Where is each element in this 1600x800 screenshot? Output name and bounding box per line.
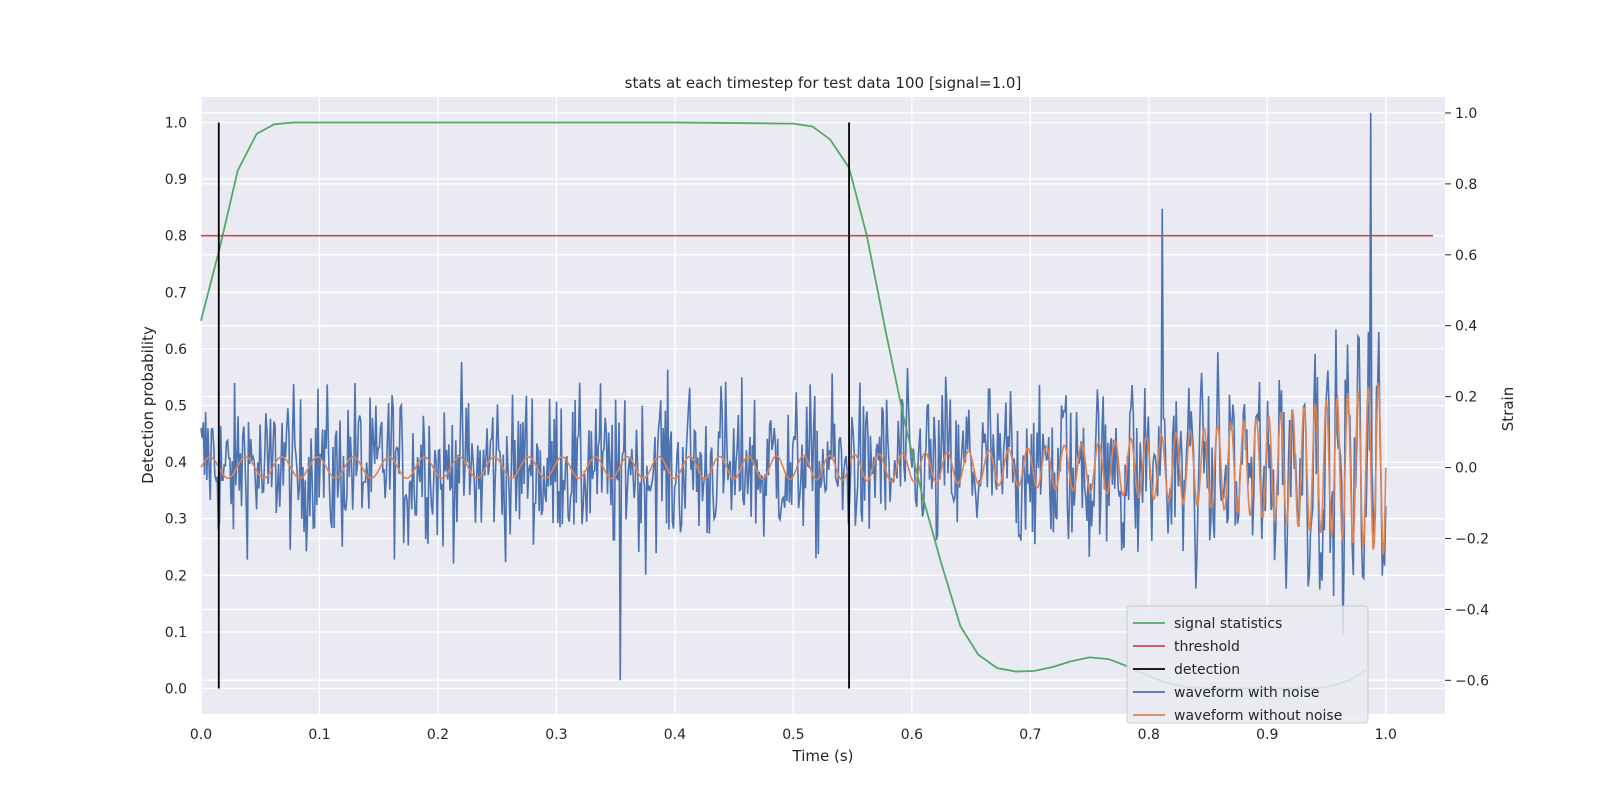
ticks: 0.0 0.1 0.2 0.3 0.4 0.5 0.6 0.7 0.8 0.9 1.0 0.0 0.1 0… <box>165 106 1489 743</box>
y-tick-label-left: 1.0 <box>165 115 187 131</box>
x-axis-title: Time (s) <box>792 747 854 765</box>
legend-label: threshold <box>1174 639 1240 655</box>
y-tick-label-right: −0.2 <box>1455 531 1489 547</box>
y-tick-label-left: 0.9 <box>165 172 187 188</box>
legend: signal statistics threshold detection wavef… <box>1126 605 1369 724</box>
y-tick-label-right: 0.0 <box>1455 461 1477 477</box>
y-tick-label-left: 0.2 <box>165 568 187 584</box>
x-tick-label: 0.7 <box>1019 727 1041 743</box>
x-tick-label: 0.6 <box>901 727 923 743</box>
legend-label: waveform without noise <box>1174 708 1342 724</box>
series-detection <box>217 122 850 689</box>
chart-title: stats at each timestep for test data 100… <box>625 74 1022 92</box>
y-axis-title-right: Strain <box>1499 387 1517 431</box>
legend-label: detection <box>1174 662 1240 678</box>
y-tick-label-right: 0.4 <box>1455 319 1477 335</box>
y-tick-label-left: 0.1 <box>165 625 187 641</box>
y-tick-label-right: 1.0 <box>1455 106 1477 122</box>
series-waveform-with-noise <box>200 112 1387 681</box>
x-tick-label: 1.0 <box>1375 727 1397 743</box>
y-tick-label-left: 0.7 <box>165 285 187 301</box>
series-waveform-without-noise <box>200 382 1387 556</box>
y-tick-label-left: 0.8 <box>165 229 187 245</box>
legend-label: waveform with noise <box>1174 685 1319 701</box>
y-tick-label-left: 0.3 <box>165 512 187 528</box>
y-tick-label-right: 0.8 <box>1455 177 1477 193</box>
y-tick-label-left: 0.4 <box>165 455 187 471</box>
y-tick-label-right: 0.6 <box>1455 248 1477 264</box>
y-axis-title-left: Detection probability <box>139 326 157 484</box>
x-tick-label: 0.0 <box>190 727 212 743</box>
x-tick-label: 0.2 <box>427 727 449 743</box>
y-tick-label-left: 0.0 <box>165 682 187 698</box>
legend-box <box>1126 605 1369 724</box>
x-tick-label: 0.3 <box>545 727 567 743</box>
y-tick-label-left: 0.5 <box>165 399 187 415</box>
clean-line <box>200 382 1387 556</box>
x-tick-label: 0.8 <box>1138 727 1160 743</box>
y-tick-label-right: −0.6 <box>1455 673 1489 689</box>
y-tick-label-right: 0.2 <box>1455 390 1477 406</box>
x-tick-label: 0.1 <box>308 727 330 743</box>
x-tick-label: 0.9 <box>1256 727 1278 743</box>
y-tick-label-left: 0.6 <box>165 342 187 358</box>
x-tick-label: 0.4 <box>664 727 686 743</box>
noise-line <box>200 112 1387 681</box>
y-tick-label-right: −0.4 <box>1455 602 1489 618</box>
legend-label: signal statistics <box>1174 616 1282 632</box>
x-tick-label: 0.5 <box>782 727 804 743</box>
